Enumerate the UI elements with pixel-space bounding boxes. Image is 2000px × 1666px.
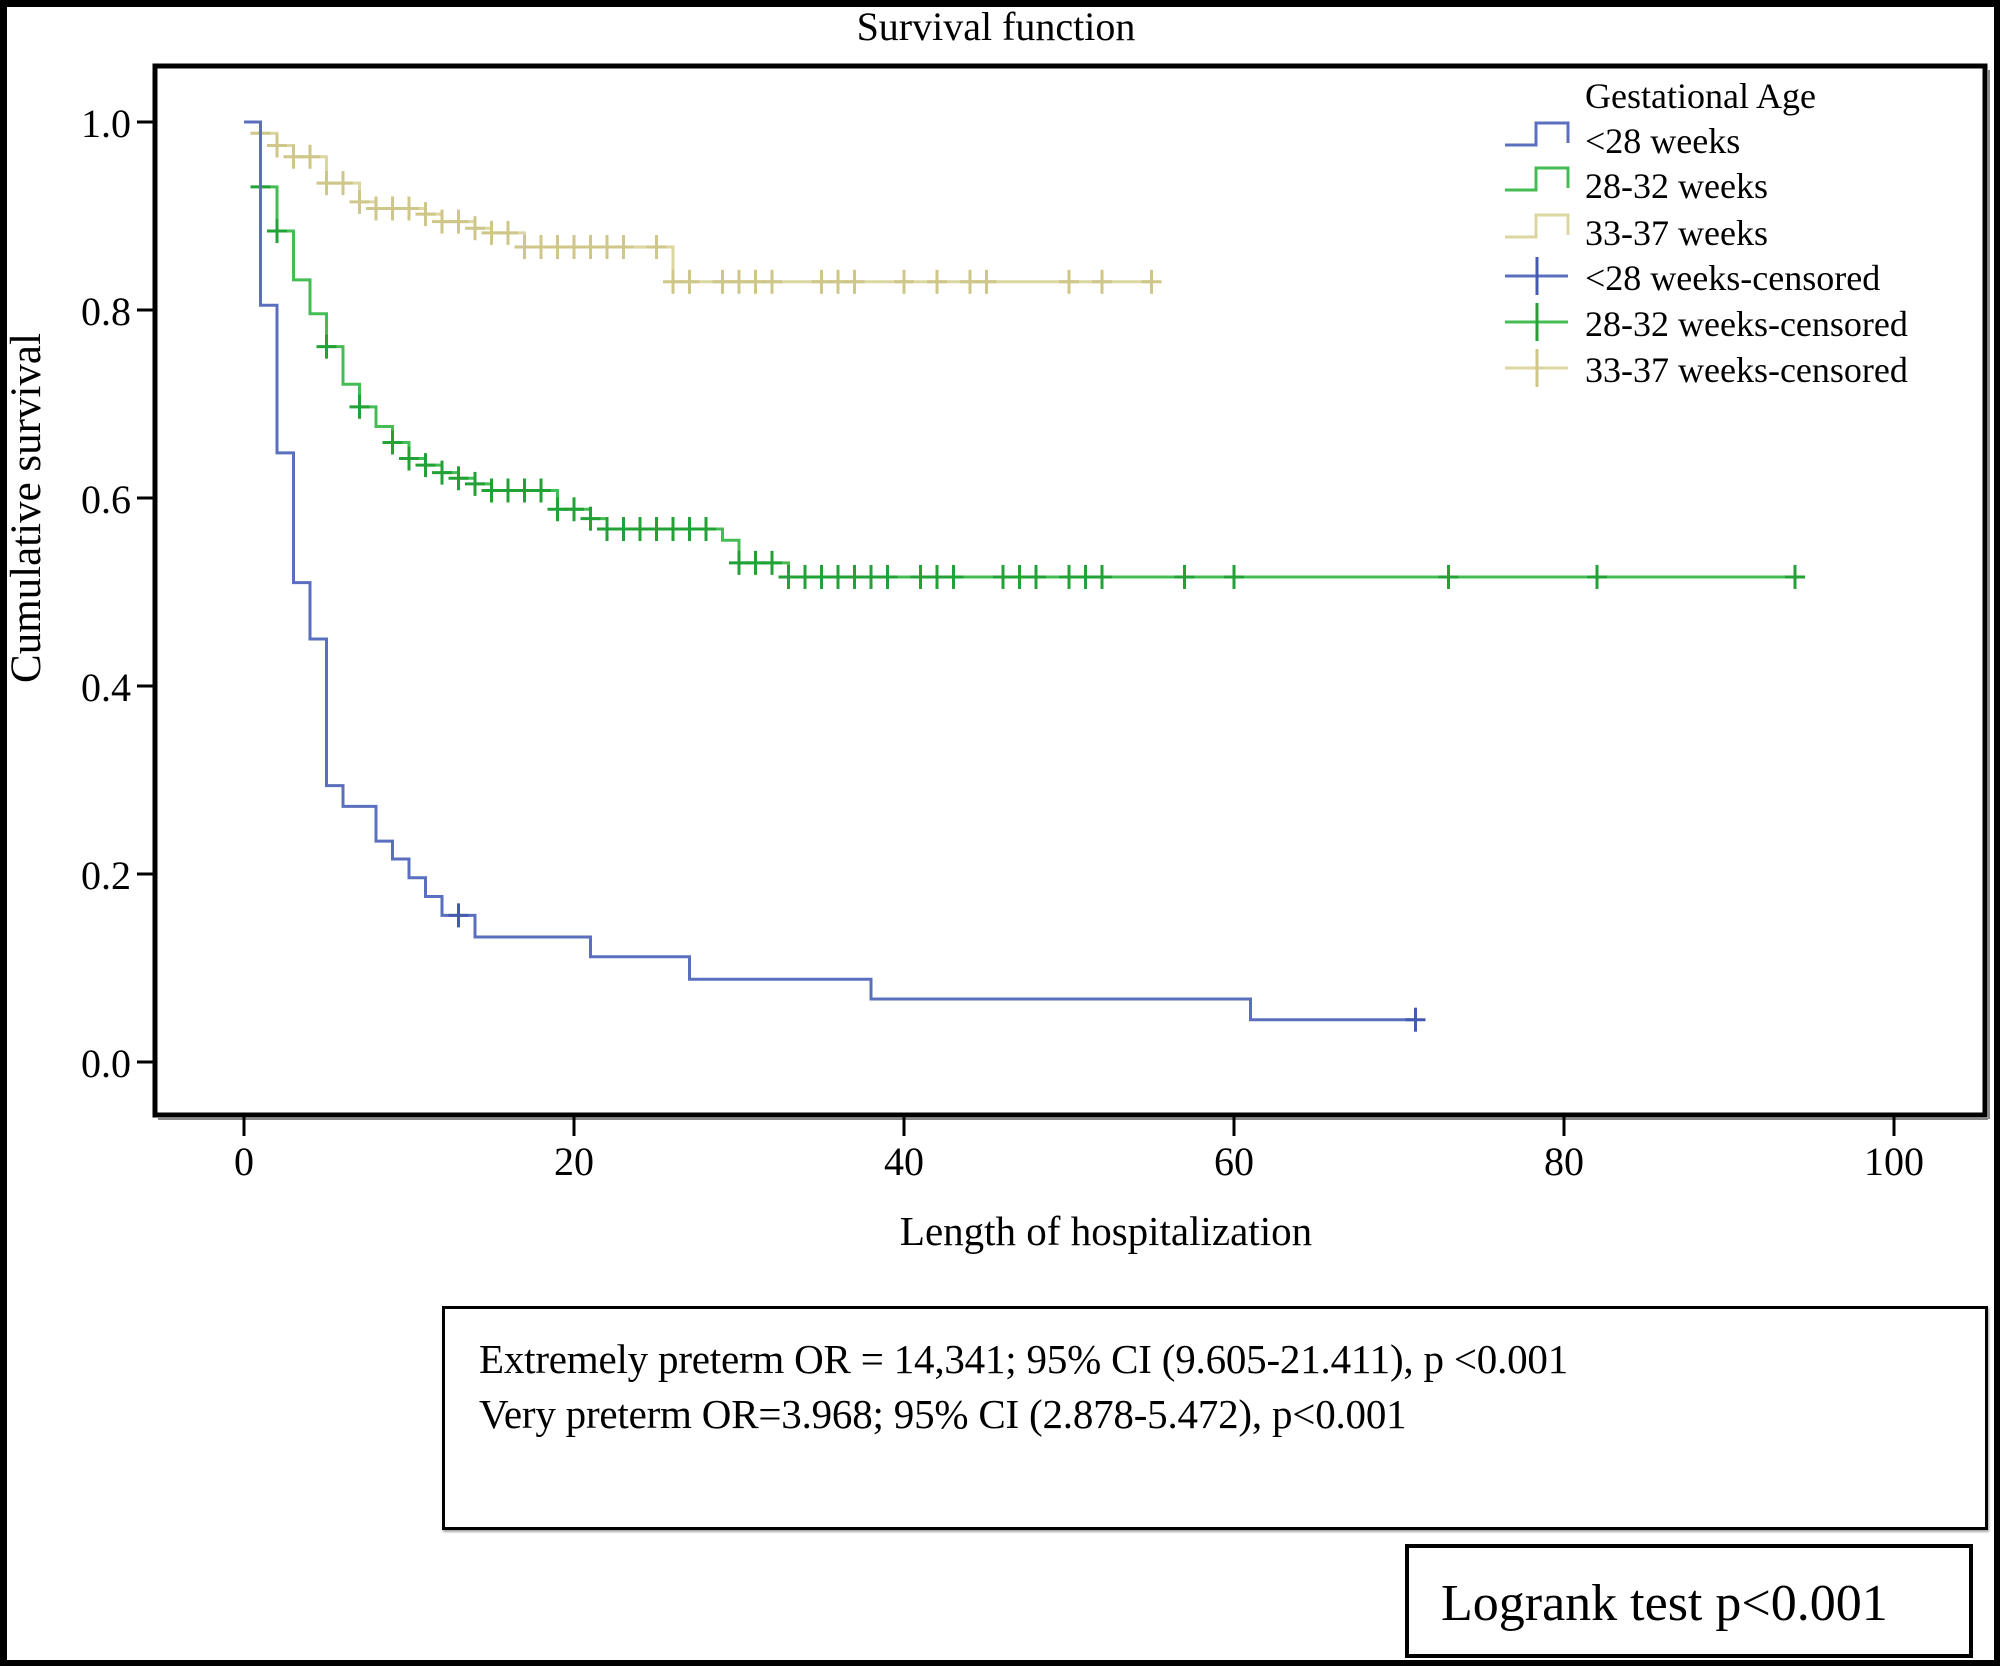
x-axis: 0 20 40 60 80 100 xyxy=(234,1117,1924,1184)
legend: Gestational Age <28 weeks 28-32 weeks 33-3… xyxy=(1505,76,1908,390)
x-tick-label: 100 xyxy=(1864,1139,1924,1184)
censor-mark xyxy=(399,196,419,221)
censor-mark xyxy=(415,453,436,478)
x-tick-label: 20 xyxy=(554,1139,594,1184)
censor-mark xyxy=(1174,564,1195,589)
legend-entry: <28 weeks-censored xyxy=(1505,257,1880,298)
y-tick-label: 1.0 xyxy=(81,101,131,146)
legend-entry: 28-32 weeks xyxy=(1505,166,1768,206)
censor-mark xyxy=(1141,269,1162,294)
y-tick-label: 0.4 xyxy=(81,665,131,710)
censor-mark xyxy=(333,171,353,196)
censor-mark xyxy=(415,202,436,227)
censor-mark xyxy=(1785,564,1805,589)
censor-mark xyxy=(564,497,584,522)
censor-mark xyxy=(613,235,634,260)
y-tick-label: 0.8 xyxy=(81,289,131,334)
censor-mark xyxy=(1026,564,1046,589)
censor-mark xyxy=(679,269,700,294)
censor-mark xyxy=(349,189,370,214)
censor-mark xyxy=(877,564,898,589)
censor-mark xyxy=(762,269,782,294)
legend-entry: <28 weeks xyxy=(1505,121,1740,161)
censor-mark xyxy=(465,471,485,496)
legend-step-swatch xyxy=(1505,213,1570,239)
censor-mark xyxy=(267,219,287,244)
censor-mark xyxy=(531,478,551,503)
y-axis-label: Cumulative survival xyxy=(3,333,50,683)
y-axis: 0.0 0.2 0.4 0.6 0.8 1.0 xyxy=(81,101,155,1086)
censor-mark xyxy=(432,460,452,485)
censor-mark xyxy=(762,550,782,575)
censor-mark xyxy=(300,144,320,169)
series-2 xyxy=(244,120,1162,294)
censor-mark xyxy=(1092,564,1112,589)
censor-mark xyxy=(267,133,287,158)
logrank-box: Logrank test p<0.001 xyxy=(1405,1544,1973,1658)
censor-mark xyxy=(399,446,419,471)
legend-label: 28-32 weeks-censored xyxy=(1585,304,1908,344)
censor-mark xyxy=(465,216,485,241)
censor-mark xyxy=(349,394,370,419)
x-tick-label: 40 xyxy=(884,1139,924,1184)
plot-frame xyxy=(152,63,1988,1118)
stats-line-extremely-preterm: Extremely preterm OR = 14,341; 95% CI (9… xyxy=(479,1336,1569,1382)
legend-entry: 28-32 weeks-censored xyxy=(1505,303,1908,344)
censor-mark xyxy=(448,466,469,491)
legend-entry: 33-37 weeks-censored xyxy=(1505,349,1908,390)
censor-mark xyxy=(696,517,716,542)
survival-curve-line xyxy=(244,120,1416,1022)
legend-entry: 33-37 weeks xyxy=(1505,213,1768,253)
x-tick-label: 60 xyxy=(1214,1139,1254,1184)
x-axis-label: Length of hospitalization xyxy=(900,1208,1312,1254)
legend-step-swatch xyxy=(1505,166,1570,192)
censor-mark xyxy=(1224,564,1244,589)
x-tick-label: 80 xyxy=(1544,1139,1584,1184)
series-layer xyxy=(244,120,1805,1032)
censor-mark xyxy=(580,506,601,531)
legend-label: 33-37 weeks xyxy=(1585,213,1768,253)
censor-mark xyxy=(1059,269,1079,294)
legend-label: <28 weeks-censored xyxy=(1585,258,1880,298)
censor-mark xyxy=(1438,564,1459,589)
censor-mark xyxy=(316,334,337,359)
chart-title: Survival function xyxy=(857,4,1136,49)
legend-label: 33-37 weeks-censored xyxy=(1585,350,1908,390)
censor-mark xyxy=(448,903,469,928)
stats-line-very-preterm: Very preterm OR=3.968; 95% CI (2.878-5.4… xyxy=(479,1391,1407,1437)
censor-mark xyxy=(1587,564,1607,589)
censor-mark xyxy=(927,269,947,294)
censor-mark xyxy=(894,269,914,294)
x-tick-label: 0 xyxy=(234,1139,254,1184)
logrank-text: Logrank test p<0.001 xyxy=(1441,1575,1888,1632)
legend-title: Gestational Age xyxy=(1585,76,1816,116)
censor-mark xyxy=(498,220,518,245)
censor-mark xyxy=(448,209,469,234)
censor-mark xyxy=(1092,269,1112,294)
censor-mark xyxy=(844,269,865,294)
odds-ratio-box: Extremely preterm OR = 14,341; 95% CI (9… xyxy=(442,1306,1988,1530)
censor-mark xyxy=(646,235,667,260)
series-0 xyxy=(244,120,1426,1032)
censor-mark xyxy=(1405,1007,1426,1032)
y-tick-label: 0.6 xyxy=(81,477,131,522)
censor-mark xyxy=(976,269,997,294)
y-tick-label: 0.2 xyxy=(81,853,131,898)
legend-label: 28-32 weeks xyxy=(1585,166,1768,206)
censor-mark xyxy=(382,430,403,455)
censor-mark xyxy=(943,564,964,589)
legend-label: <28 weeks xyxy=(1585,121,1740,161)
series-1 xyxy=(244,120,1805,589)
y-tick-label: 0.0 xyxy=(81,1041,131,1086)
legend-step-swatch xyxy=(1505,121,1570,147)
